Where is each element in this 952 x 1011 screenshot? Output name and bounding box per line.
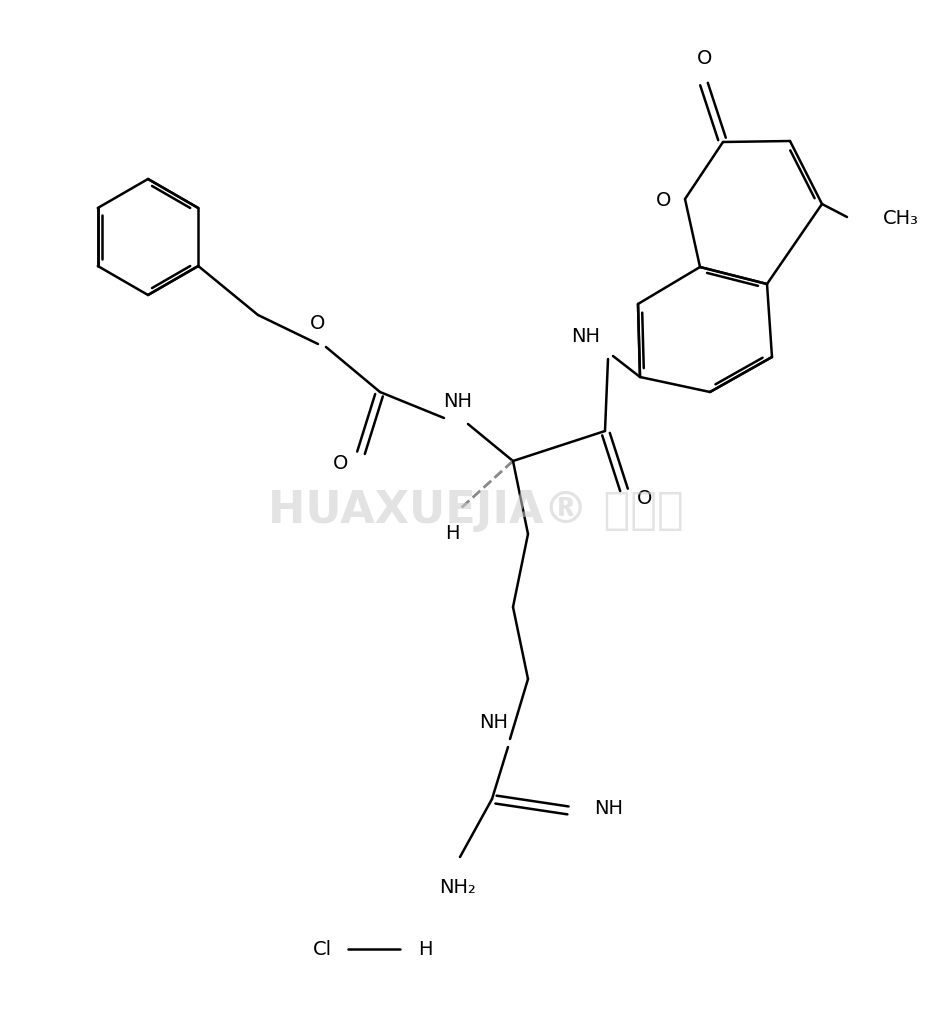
- Text: H: H: [445, 524, 459, 543]
- Text: O: O: [697, 49, 712, 68]
- Text: NH: NH: [443, 391, 472, 410]
- Text: O: O: [310, 313, 326, 333]
- Text: O: O: [332, 453, 347, 472]
- Text: NH: NH: [571, 327, 600, 346]
- Text: HUAXUEJIA® 化学加: HUAXUEJIA® 化学加: [268, 488, 684, 531]
- Text: NH₂: NH₂: [439, 878, 476, 896]
- Text: NH: NH: [593, 798, 623, 817]
- Text: NH: NH: [479, 713, 508, 731]
- Text: O: O: [655, 190, 670, 209]
- Text: Cl: Cl: [312, 939, 331, 958]
- Text: H: H: [418, 939, 432, 958]
- Text: O: O: [636, 488, 652, 507]
- Text: CH₃: CH₃: [883, 208, 918, 227]
